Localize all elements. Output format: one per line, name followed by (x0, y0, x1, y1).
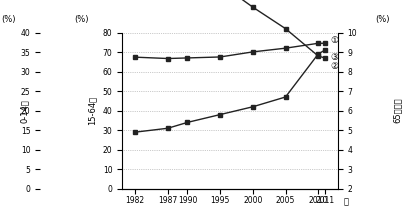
Text: (%): (%) (1, 15, 15, 24)
Text: (%): (%) (375, 15, 390, 24)
Text: ②: ② (330, 62, 338, 71)
Text: (%): (%) (74, 15, 89, 24)
Text: ①: ① (330, 36, 338, 45)
Text: 65岁以上: 65岁以上 (392, 98, 401, 123)
Text: 15-64岁: 15-64岁 (87, 96, 96, 125)
Text: 0-14岁: 0-14岁 (20, 99, 29, 123)
Text: ③: ③ (330, 53, 338, 62)
Text: 年: 年 (344, 197, 349, 206)
